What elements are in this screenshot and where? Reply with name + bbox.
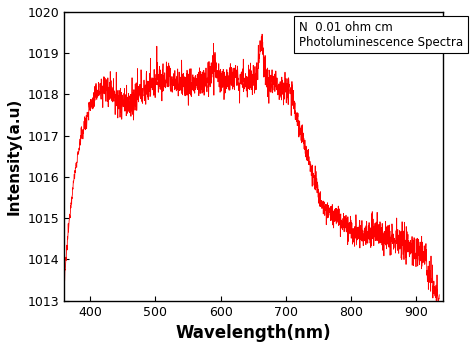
Y-axis label: Intensity(a.u): Intensity(a.u) [7, 98, 22, 215]
Text: N  0.01 ohm cm
Photoluminescence Spectra: N 0.01 ohm cm Photoluminescence Spectra [299, 21, 463, 49]
X-axis label: Wavelength(nm): Wavelength(nm) [175, 324, 331, 342]
